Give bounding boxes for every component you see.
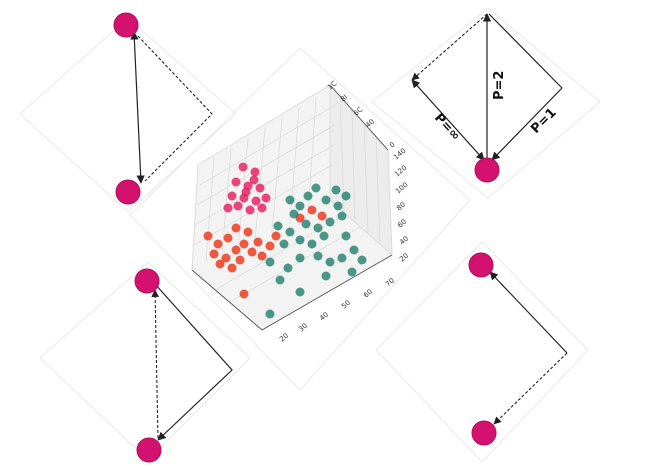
panel-top-left-graph xyxy=(113,12,213,205)
label-p1: P=1 xyxy=(528,105,559,136)
scatter-3d-plot: 20 30 40 50 60 70 20 40 60 80 100 120 14… xyxy=(191,79,410,344)
tick-label: 40 xyxy=(318,311,330,323)
panel-bottom-right xyxy=(375,241,589,463)
tick-label: 0 xyxy=(388,141,397,150)
tick-label: 50 xyxy=(340,299,352,311)
tick-label: 20 xyxy=(278,332,290,344)
points-red xyxy=(203,205,327,299)
tick-label: 100 xyxy=(394,181,409,196)
node-top xyxy=(468,252,494,278)
dashed-arrow xyxy=(493,352,568,425)
axis-c xyxy=(329,84,389,151)
node-bottom xyxy=(115,179,141,205)
tick-label: 140 xyxy=(392,147,407,162)
tick-label: 30 xyxy=(297,322,309,334)
node-top xyxy=(134,268,160,294)
solid-path xyxy=(489,271,568,354)
points-teal xyxy=(265,183,367,319)
panel-bottom-right-graph xyxy=(468,252,568,446)
label-p2: P=2 xyxy=(492,71,507,100)
dashed-path xyxy=(137,35,213,182)
tick-label: 20 xyxy=(398,252,410,264)
panel-top-right xyxy=(371,7,601,199)
tick-label: 60 xyxy=(396,218,408,230)
tick-label: 8I xyxy=(339,93,349,103)
dashed-arrow xyxy=(151,289,159,439)
node-bottom xyxy=(471,420,497,446)
node-bottom xyxy=(474,157,500,183)
axis-a-ticks: 20 30 40 50 60 70 xyxy=(278,277,396,344)
dashed-arrow-top xyxy=(411,13,488,81)
tick-label: 40 xyxy=(398,235,410,247)
node-top xyxy=(113,12,139,38)
panel-top-right-graph: P=2 P=∞ P=1 xyxy=(411,13,563,183)
panel-top-left xyxy=(19,17,237,213)
node-bottom xyxy=(136,437,162,463)
label-pinf: P=∞ xyxy=(431,111,463,144)
solid-path xyxy=(154,283,233,441)
panel-bottom-left-graph xyxy=(134,268,233,463)
solid-arrow-p1 xyxy=(491,87,563,161)
points-pink xyxy=(223,162,271,215)
tick-label: 120 xyxy=(393,164,408,179)
solid-arrow xyxy=(130,31,145,184)
tick-label: 60 xyxy=(362,288,374,300)
axis-b-ticks: 20 40 60 80 100 120 140 xyxy=(392,147,410,264)
solid-arrow-right xyxy=(488,13,563,89)
solid-arrow-pinf xyxy=(411,79,485,161)
tick-label: 40 xyxy=(364,118,376,130)
tick-label: 80 xyxy=(395,201,407,213)
tick-label: 70 xyxy=(384,277,396,289)
axis-frame xyxy=(191,254,393,331)
